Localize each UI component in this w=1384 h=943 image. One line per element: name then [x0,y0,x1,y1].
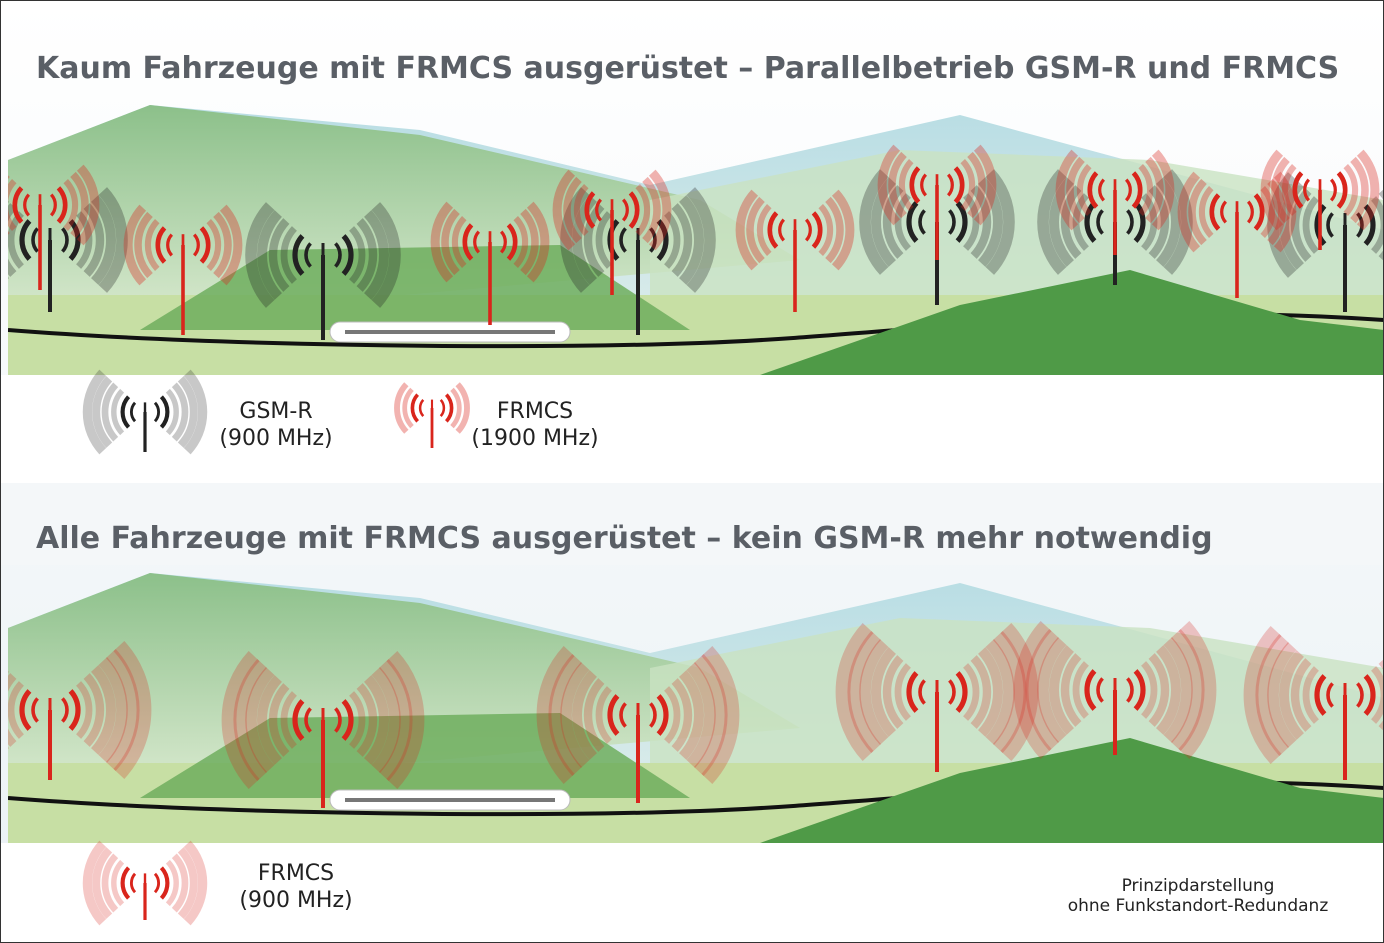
note: Prinzipdarstellung [1122,876,1275,896]
legend-name: FRMCS [258,861,334,886]
legend-band [0,375,1384,483]
legend-name: GSM-R [239,399,312,424]
illustration: Kaum Fahrzeuge mit FRMCS ausgerüstet – P… [0,0,1384,943]
legend-band-label: (900 MHz) [219,426,332,451]
legend-band-label: (900 MHz) [239,888,352,913]
panel-title: Alle Fahrzeuge mit FRMCS ausgerüstet – k… [36,521,1213,556]
legend-band-label: (1900 MHz) [471,426,598,451]
panel-title: Kaum Fahrzeuge mit FRMCS ausgerüstet – P… [36,51,1339,86]
legend-name: FRMCS [497,399,573,424]
note: ohne Funkstandort-Redundanz [1068,896,1329,916]
